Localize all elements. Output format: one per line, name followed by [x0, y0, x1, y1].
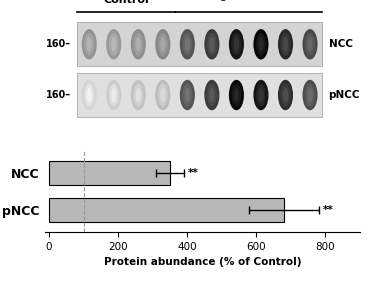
Ellipse shape: [283, 87, 288, 103]
Ellipse shape: [209, 87, 215, 103]
Ellipse shape: [160, 87, 166, 103]
Ellipse shape: [180, 80, 195, 110]
Ellipse shape: [302, 80, 318, 110]
Ellipse shape: [307, 37, 313, 52]
Ellipse shape: [185, 37, 190, 52]
Text: pNCC: pNCC: [329, 90, 360, 100]
Ellipse shape: [133, 33, 143, 56]
Ellipse shape: [256, 33, 266, 56]
Ellipse shape: [278, 80, 293, 110]
Ellipse shape: [86, 37, 92, 52]
Ellipse shape: [302, 29, 318, 59]
Ellipse shape: [106, 29, 121, 59]
Ellipse shape: [305, 84, 315, 106]
Ellipse shape: [155, 29, 171, 59]
Bar: [49, 161, 170, 185]
Ellipse shape: [229, 29, 244, 59]
Ellipse shape: [81, 80, 97, 110]
Ellipse shape: [280, 33, 290, 56]
Ellipse shape: [86, 87, 92, 103]
Ellipse shape: [254, 29, 268, 59]
Ellipse shape: [232, 33, 241, 56]
Ellipse shape: [258, 37, 264, 52]
Ellipse shape: [109, 84, 119, 106]
Ellipse shape: [256, 84, 266, 106]
Ellipse shape: [160, 37, 166, 52]
Ellipse shape: [182, 84, 192, 106]
Ellipse shape: [131, 29, 146, 59]
Ellipse shape: [106, 80, 121, 110]
Ellipse shape: [109, 33, 119, 56]
Ellipse shape: [158, 84, 168, 106]
Text: 160–: 160–: [45, 39, 70, 49]
Ellipse shape: [136, 37, 141, 52]
Ellipse shape: [204, 80, 219, 110]
Text: $\mathit{TgWNK4}^{\mathit{PHAII}}$: $\mathit{TgWNK4}^{\mathit{PHAII}}$: [214, 0, 283, 5]
Ellipse shape: [280, 84, 290, 106]
X-axis label: Protein abundance (% of Control): Protein abundance (% of Control): [104, 257, 302, 267]
Bar: [77, 73, 322, 117]
Ellipse shape: [111, 37, 116, 52]
Ellipse shape: [207, 33, 217, 56]
Ellipse shape: [232, 84, 241, 106]
Bar: [77, 22, 322, 66]
Ellipse shape: [133, 84, 143, 106]
Ellipse shape: [254, 80, 268, 110]
Ellipse shape: [84, 33, 94, 56]
Ellipse shape: [136, 87, 141, 103]
Ellipse shape: [307, 87, 313, 103]
Text: NCC: NCC: [329, 39, 352, 49]
Ellipse shape: [131, 80, 146, 110]
Text: **: **: [188, 168, 199, 178]
Ellipse shape: [234, 87, 239, 103]
Ellipse shape: [182, 33, 192, 56]
Ellipse shape: [111, 87, 116, 103]
Ellipse shape: [258, 87, 264, 103]
Ellipse shape: [283, 37, 288, 52]
Ellipse shape: [207, 84, 217, 106]
Ellipse shape: [209, 37, 215, 52]
Text: Control: Control: [103, 0, 149, 5]
Ellipse shape: [84, 84, 94, 106]
Ellipse shape: [305, 33, 315, 56]
Ellipse shape: [278, 29, 293, 59]
Ellipse shape: [234, 37, 239, 52]
Ellipse shape: [185, 87, 190, 103]
Ellipse shape: [180, 29, 195, 59]
Text: **: **: [323, 205, 334, 215]
Ellipse shape: [81, 29, 97, 59]
Ellipse shape: [229, 80, 244, 110]
Text: 160–: 160–: [45, 90, 70, 100]
Ellipse shape: [155, 80, 171, 110]
Ellipse shape: [158, 33, 168, 56]
Ellipse shape: [204, 29, 219, 59]
Bar: [49, 198, 284, 222]
